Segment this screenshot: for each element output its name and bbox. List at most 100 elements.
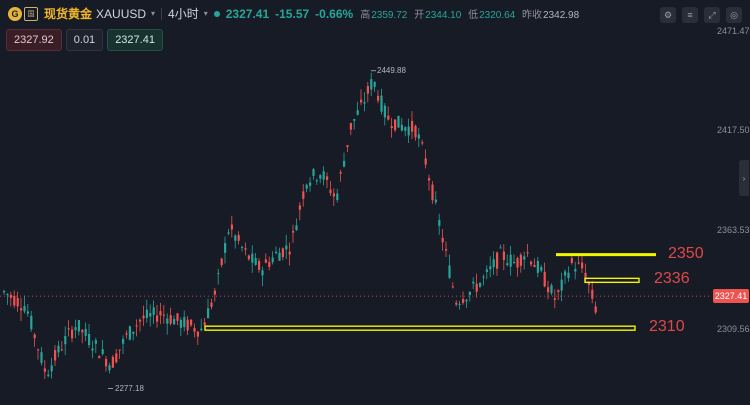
- candle-body: [105, 358, 108, 367]
- buy-button[interactable]: 2327.41: [107, 29, 163, 51]
- candle-body: [492, 259, 495, 268]
- candle-body: [196, 331, 199, 337]
- timeframe-selector[interactable]: 4小时: [168, 7, 199, 21]
- candle-body: [485, 269, 488, 272]
- candle-body: [407, 126, 410, 136]
- candle-body: [404, 127, 407, 131]
- candle-body: [281, 248, 284, 258]
- candle-body: [26, 311, 29, 314]
- high-label: 高: [360, 10, 371, 21]
- camera-icon[interactable]: ◎: [726, 7, 742, 23]
- candle-body: [275, 251, 278, 254]
- candle-body: [332, 193, 335, 197]
- candle-body: [60, 349, 63, 351]
- open-value: 2344.10: [425, 10, 462, 21]
- quantity-input[interactable]: 0.01: [65, 29, 104, 51]
- candle-body: [523, 256, 526, 260]
- current-price-label: 2327.41: [713, 289, 749, 304]
- timeframe-dropdown-icon[interactable]: ▾: [203, 9, 208, 18]
- candle-body: [3, 291, 6, 293]
- candle-body: [421, 142, 424, 144]
- settings-icon[interactable]: ⚙: [660, 7, 676, 23]
- candle-body: [241, 246, 244, 248]
- candle-body: [108, 365, 111, 371]
- gold-logo-icon: G: [8, 6, 22, 21]
- symbol-dropdown-icon[interactable]: ▾: [151, 9, 156, 18]
- level-box-2310[interactable]: [204, 325, 636, 331]
- candle-body: [145, 309, 148, 319]
- candlestick-chart[interactable]: [0, 27, 711, 405]
- candle-body: [496, 252, 499, 269]
- candle-body: [261, 270, 264, 276]
- candle-body: [315, 180, 318, 182]
- candle-body: [360, 99, 363, 103]
- candle-body: [50, 365, 53, 372]
- candle-body: [295, 225, 298, 231]
- candle-body: [462, 298, 465, 303]
- candle-body: [288, 251, 291, 255]
- scroll-right-icon[interactable]: ›: [739, 160, 749, 196]
- candle-body: [550, 285, 553, 294]
- chart-toolbar: ⚙ ≡ ⤢ ◎: [660, 7, 742, 23]
- candle-body: [43, 368, 46, 372]
- candle-body: [88, 334, 91, 346]
- candle-body: [217, 273, 220, 275]
- sliders-icon[interactable]: ≡: [682, 7, 698, 23]
- candle-body: [445, 249, 448, 251]
- candle-body: [54, 350, 57, 361]
- candle-body: [339, 172, 342, 174]
- level-label-2336: 2336: [654, 270, 690, 288]
- candle-body: [9, 294, 12, 298]
- symbol-code[interactable]: XAUUSD: [96, 6, 147, 21]
- candle-body: [149, 313, 152, 317]
- candle-body: [37, 349, 40, 351]
- candle-body: [397, 115, 400, 128]
- candle-body: [142, 315, 145, 319]
- expand-icon[interactable]: ⤢: [704, 7, 720, 23]
- candle-body: [98, 356, 101, 359]
- trade-panel: 2327.92 0.01 2327.41: [6, 29, 163, 51]
- level-label-2310: 2310: [649, 318, 685, 336]
- candle-body: [162, 314, 165, 316]
- candle-body: [509, 254, 512, 267]
- candle-body: [526, 252, 529, 254]
- axis-tick: 2417.50: [717, 125, 750, 136]
- last-price: 2327.41: [225, 6, 270, 21]
- candle-body: [200, 328, 203, 331]
- symbol-name-cn[interactable]: 现货黄金: [44, 7, 93, 21]
- candle-body: [543, 271, 546, 287]
- candle-body: [390, 126, 393, 129]
- candle-body: [377, 95, 380, 101]
- low-value: 2320.64: [479, 10, 516, 21]
- candle-body: [152, 307, 155, 315]
- candle-body: [370, 79, 373, 90]
- candle-body: [472, 281, 475, 284]
- candle-body: [159, 311, 162, 316]
- open-label: 开: [414, 10, 425, 21]
- candle-body: [530, 261, 533, 265]
- candle-body: [346, 145, 349, 147]
- candle-body: [394, 119, 397, 131]
- candle-body: [244, 248, 247, 250]
- candle-body: [203, 322, 206, 326]
- candle-body: [547, 287, 550, 293]
- candle-body: [258, 260, 261, 270]
- candle-body: [213, 290, 216, 295]
- price-axis[interactable]: 2471.47 2417.50 2363.53 2309.56 2327.41: [711, 26, 750, 405]
- candle-body: [156, 315, 159, 322]
- candle-body: [387, 115, 390, 120]
- candle-body: [343, 160, 346, 167]
- candle-body: [94, 340, 97, 344]
- candle-body: [356, 110, 359, 115]
- candle-body: [115, 353, 118, 363]
- candle-body: [207, 308, 210, 319]
- candle-body: [139, 319, 142, 322]
- level-box-2336[interactable]: [584, 277, 640, 284]
- candles-layer: [3, 72, 597, 379]
- candle-body: [77, 320, 80, 332]
- divider: [161, 7, 163, 20]
- candle-body: [71, 329, 74, 339]
- sell-button[interactable]: 2327.92: [6, 29, 62, 51]
- low-label: 低: [468, 10, 479, 21]
- candle-body: [502, 251, 505, 260]
